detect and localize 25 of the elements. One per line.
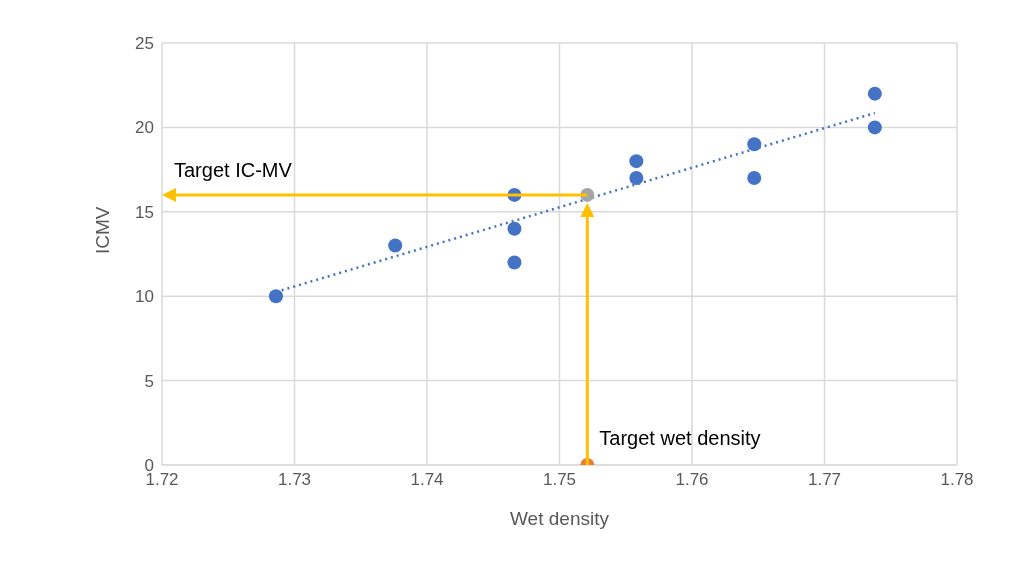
x-tick-label: 1.73 bbox=[277, 470, 312, 490]
annotation: Target wet density bbox=[599, 427, 761, 449]
x-axis-title: Wet density bbox=[510, 508, 610, 529]
point bbox=[747, 137, 762, 152]
x-tick-label: 1.76 bbox=[675, 470, 709, 490]
x-tick-label: 1.78 bbox=[940, 470, 974, 490]
point bbox=[747, 171, 762, 186]
point bbox=[268, 289, 283, 304]
y-axis-title: ICMV bbox=[91, 206, 113, 254]
y-tick-label: 25 bbox=[135, 34, 154, 54]
point bbox=[388, 238, 403, 253]
x-tick-label: 1.77 bbox=[807, 470, 842, 490]
x-tick-label: 1.74 bbox=[410, 470, 444, 490]
y-tick-label: 10 bbox=[135, 287, 154, 307]
point bbox=[629, 154, 644, 169]
y-tick-label: 20 bbox=[135, 118, 154, 138]
point bbox=[867, 86, 882, 101]
point bbox=[507, 221, 522, 236]
annotation: Target IC-MV bbox=[174, 158, 293, 181]
point bbox=[629, 171, 644, 186]
y-tick-label: 15 bbox=[135, 202, 154, 222]
point bbox=[507, 255, 522, 270]
point bbox=[867, 120, 882, 135]
x-tick-label: 1.75 bbox=[542, 470, 577, 490]
y-tick-label: 5 bbox=[144, 371, 154, 391]
